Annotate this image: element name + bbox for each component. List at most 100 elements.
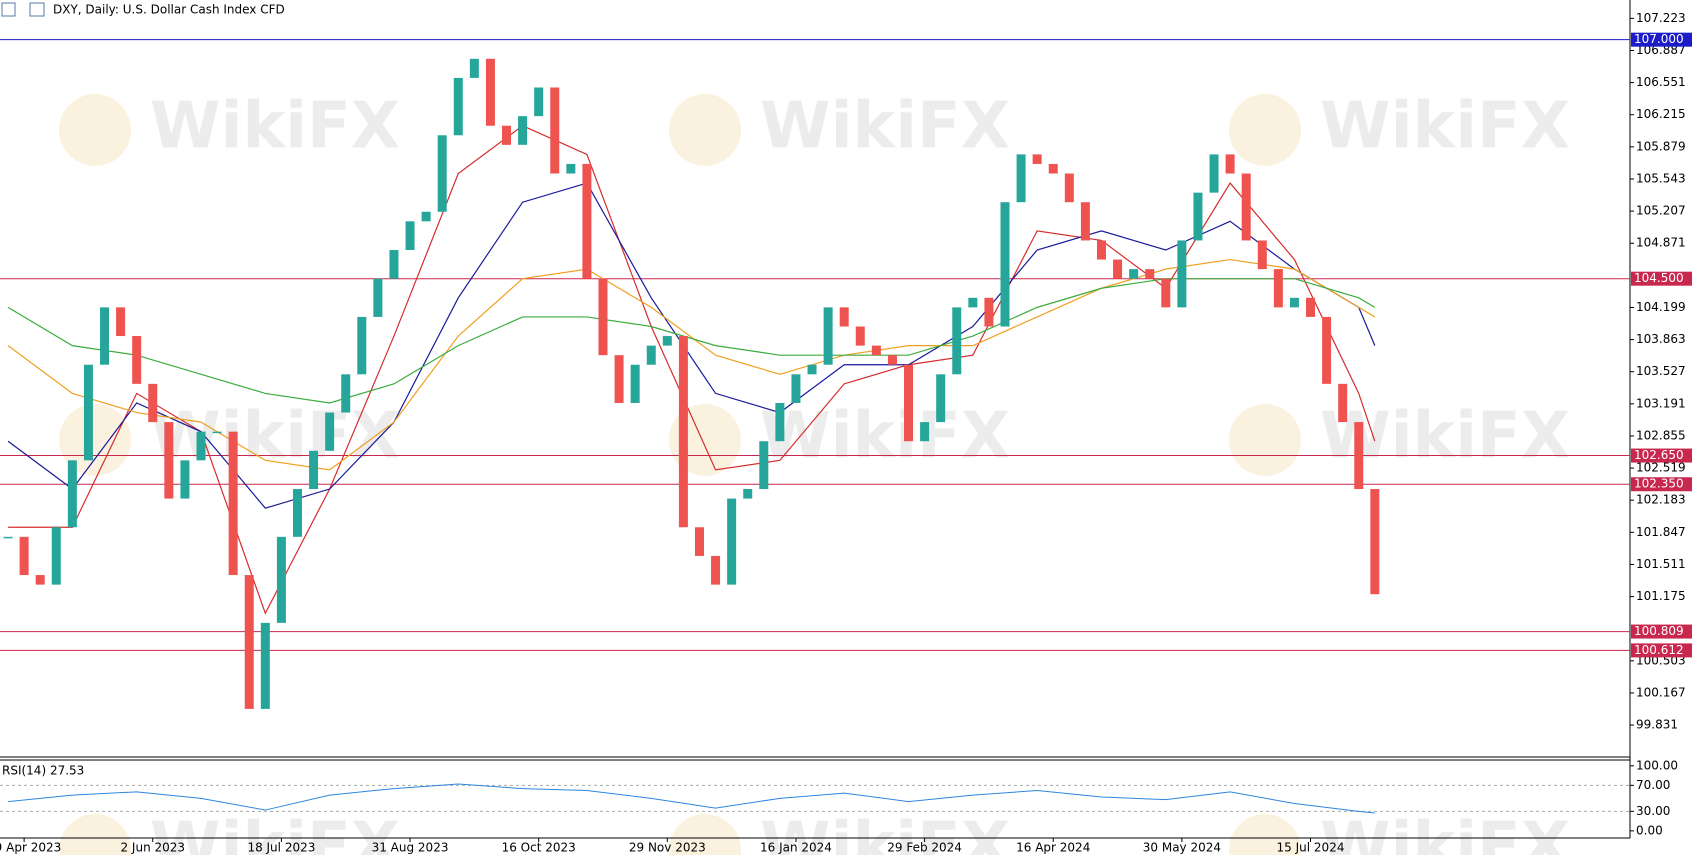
- y-tick-label: 100.167: [1636, 685, 1686, 699]
- candle: [373, 278, 383, 317]
- candle: [791, 374, 801, 403]
- candle: [936, 374, 946, 423]
- candle: [83, 364, 93, 461]
- candle: [212, 431, 222, 434]
- candle: [534, 87, 544, 117]
- candle: [566, 163, 576, 174]
- candle: [952, 307, 962, 375]
- y-tick-label: 103.191: [1636, 396, 1686, 410]
- candle: [19, 536, 29, 576]
- candle: [1016, 154, 1026, 203]
- watermark: WikiFX: [150, 90, 400, 164]
- candle: [292, 489, 302, 537]
- y-tick-label: 103.863: [1636, 332, 1686, 346]
- candle: [164, 422, 174, 499]
- candle: [1032, 154, 1042, 164]
- candle: [100, 307, 110, 365]
- watermark: WikiFX: [1320, 90, 1570, 164]
- rsi-tick-label: 70.00: [1636, 778, 1670, 792]
- level-label: 107.000: [1634, 32, 1684, 46]
- watermark: WikiFX: [760, 810, 1010, 855]
- candle: [389, 250, 399, 279]
- candle: [1338, 383, 1348, 423]
- watermark: WikiFX: [760, 90, 1010, 164]
- level-label: 100.809: [1634, 624, 1684, 638]
- candle: [646, 345, 656, 365]
- watermark-logo: [669, 814, 741, 855]
- y-tick-label: 99.831: [1636, 718, 1678, 732]
- candle: [35, 575, 45, 585]
- level-label-box: [1631, 624, 1692, 639]
- y-tick-label: 102.519: [1636, 461, 1686, 475]
- candle: [325, 412, 335, 451]
- level-label-box: [1631, 477, 1692, 492]
- candle: [244, 575, 254, 709]
- candle: [67, 460, 77, 528]
- chart-icon[interactable]: [29, 2, 45, 17]
- x-tick-label: 31 Aug 2023: [372, 841, 449, 855]
- level-label-box: [1631, 271, 1692, 286]
- candle: [759, 441, 769, 490]
- rsi-line: [7, 783, 1375, 814]
- candle: [1113, 259, 1123, 279]
- candle: [662, 336, 672, 346]
- candle: [180, 460, 190, 499]
- watermark-logo: [669, 94, 741, 166]
- candle: [1257, 240, 1267, 270]
- candle: [694, 527, 704, 556]
- menu-icon[interactable]: [1, 2, 16, 17]
- y-tick-label: 105.543: [1636, 171, 1686, 185]
- watermark-logo: [1229, 404, 1301, 476]
- candle: [904, 364, 914, 442]
- candle: [485, 58, 495, 126]
- candle: [743, 489, 753, 499]
- candle: [421, 211, 431, 222]
- y-tick-label: 106.551: [1636, 75, 1686, 89]
- y-tick-label: 102.855: [1636, 428, 1686, 442]
- watermark: WikiFX: [1320, 810, 1570, 855]
- candle: [920, 422, 930, 442]
- candle: [1354, 422, 1364, 490]
- candle: [228, 431, 238, 576]
- candle: [1273, 269, 1283, 308]
- y-tick-label: 106.215: [1636, 107, 1686, 121]
- x-tick-label: 18 Jul 2023: [247, 841, 315, 855]
- rsi-label: RSI(14) 27.53: [2, 764, 84, 778]
- watermark-logo: [59, 94, 131, 166]
- y-tick-label: 101.511: [1636, 557, 1686, 571]
- candle: [1209, 154, 1219, 193]
- x-tick-label: 29 Nov 2023: [629, 841, 706, 855]
- candle: [437, 135, 447, 212]
- candle: [1145, 269, 1155, 279]
- y-tick-label: 104.871: [1636, 236, 1686, 250]
- candle: [727, 498, 737, 585]
- candle: [1193, 192, 1203, 241]
- x-tick-label: 2 Jun 2023: [120, 841, 185, 855]
- x-tick-label: 29 Feb 2024: [887, 841, 962, 855]
- y-tick-label: 105.207: [1636, 204, 1686, 218]
- watermark-logo: [1229, 94, 1301, 166]
- candle: [582, 163, 592, 279]
- level-label: 102.350: [1634, 477, 1684, 491]
- chart-title: DXY, Daily: U.S. Dollar Cash Index CFD: [53, 3, 285, 17]
- candle: [1306, 297, 1316, 317]
- y-tick-label: 101.847: [1636, 525, 1686, 539]
- candle: [148, 383, 158, 423]
- watermark-logo: [59, 814, 131, 855]
- candle: [598, 278, 608, 356]
- x-tick-label: 30 May 2024: [1143, 841, 1221, 855]
- level-label-box: [1631, 448, 1692, 463]
- level-label-box: [1631, 643, 1692, 658]
- candle: [871, 345, 881, 356]
- candle: [1241, 173, 1251, 241]
- rsi-tick-label: 30.00: [1636, 804, 1670, 818]
- candle: [887, 355, 897, 365]
- candle: [3, 536, 13, 539]
- candle: [453, 77, 463, 136]
- moving-average: [7, 278, 1376, 404]
- candle: [823, 307, 833, 365]
- candle: [1225, 154, 1235, 174]
- x-tick-label: 19 Apr 2023: [0, 841, 61, 855]
- candle: [1322, 316, 1332, 384]
